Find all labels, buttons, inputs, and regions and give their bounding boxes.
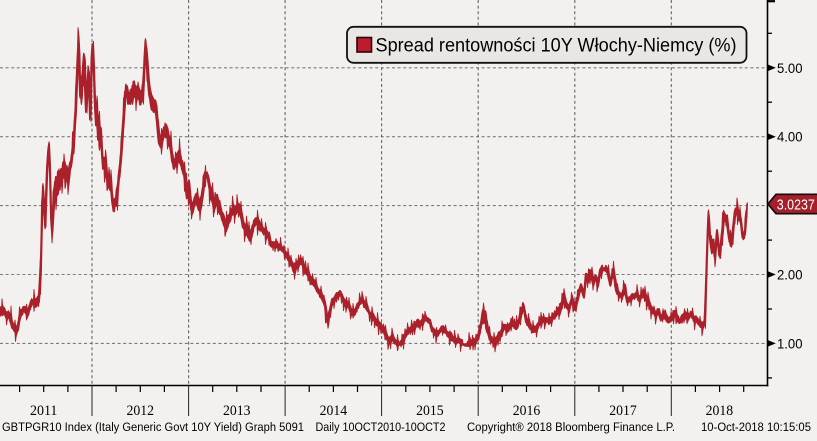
svg-text:2018: 2018 (706, 402, 734, 419)
svg-text:2016: 2016 (513, 402, 541, 419)
svg-text:2012: 2012 (127, 402, 155, 419)
svg-text:Copyright® 2018 Bloomberg Fina: Copyright® 2018 Bloomberg Finance L.P. (467, 420, 675, 434)
svg-text:10-Oct-2018 10:15:05: 10-Oct-2018 10:15:05 (701, 420, 811, 434)
svg-text:2013: 2013 (223, 402, 251, 419)
svg-text:1.00: 1.00 (777, 336, 803, 352)
svg-text:2014: 2014 (320, 402, 348, 419)
svg-text:2011: 2011 (30, 402, 58, 419)
svg-text:2017: 2017 (609, 402, 637, 419)
svg-text:4.00: 4.00 (777, 130, 803, 146)
svg-text:2015: 2015 (416, 402, 444, 419)
svg-text:GBTPGR10 Index (Italy Generic: GBTPGR10 Index (Italy Generic Govt 10Y Y… (2, 420, 304, 434)
svg-text:2.00: 2.00 (777, 268, 803, 284)
svg-text:Daily 10OCT2010-10OCT2: Daily 10OCT2010-10OCT2 (316, 420, 446, 434)
svg-text:Spread rentowności 10Y Włochy-: Spread rentowności 10Y Włochy-Niemcy (%) (376, 36, 737, 57)
svg-text:5.00: 5.00 (777, 61, 803, 77)
svg-text:3.0237: 3.0237 (777, 197, 815, 213)
